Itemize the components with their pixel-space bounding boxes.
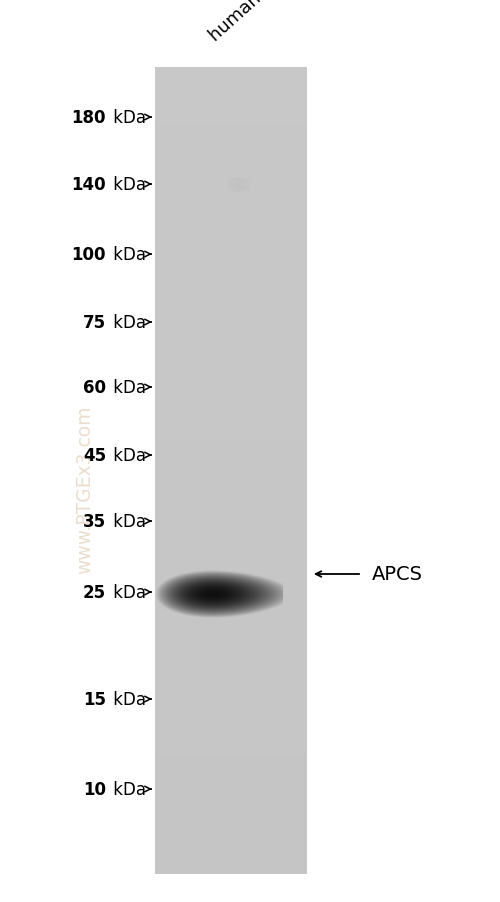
Text: 25: 25 xyxy=(83,584,106,602)
Text: APCS: APCS xyxy=(372,565,423,584)
Text: human plasma: human plasma xyxy=(206,0,318,45)
Text: 75: 75 xyxy=(83,314,106,332)
Text: kDa: kDa xyxy=(108,245,146,263)
Text: kDa: kDa xyxy=(108,584,146,602)
Text: 10: 10 xyxy=(83,780,106,798)
Text: 140: 140 xyxy=(72,176,106,194)
Text: 35: 35 xyxy=(83,512,106,530)
Text: 60: 60 xyxy=(83,379,106,397)
Text: 180: 180 xyxy=(72,109,106,127)
Text: 45: 45 xyxy=(83,446,106,465)
Text: 15: 15 xyxy=(83,690,106,708)
Text: kDa: kDa xyxy=(108,446,146,465)
Text: kDa: kDa xyxy=(108,176,146,194)
Text: 100: 100 xyxy=(72,245,106,263)
Text: kDa: kDa xyxy=(108,512,146,530)
Text: kDa: kDa xyxy=(108,780,146,798)
Text: kDa: kDa xyxy=(108,379,146,397)
Text: www.PTGEx3.com: www.PTGEx3.com xyxy=(76,405,94,574)
Text: kDa: kDa xyxy=(108,690,146,708)
Text: kDa: kDa xyxy=(108,109,146,127)
Text: kDa: kDa xyxy=(108,314,146,332)
